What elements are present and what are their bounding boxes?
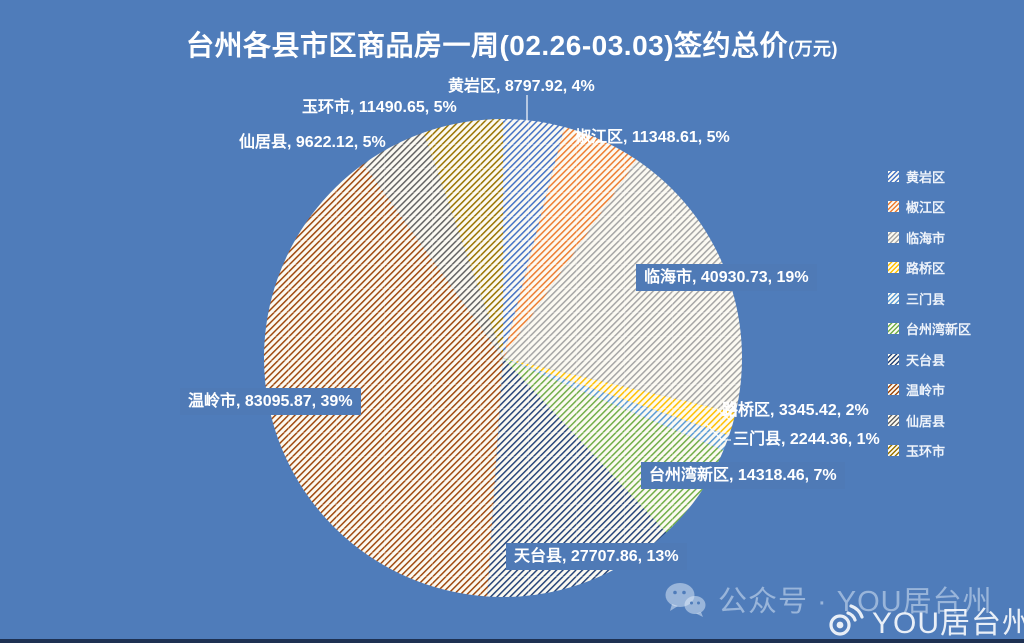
slice-label-linhai: 临海市, 40930.73, 19% (636, 264, 817, 292)
legend-item-yuhuan: 玉环市 (888, 441, 971, 460)
legend-label: 台州湾新区 (906, 322, 972, 338)
watermark-weibo: YOU居台州 (826, 598, 1024, 642)
legend-swatch-icon (888, 262, 899, 274)
legend-swatch-icon (888, 171, 899, 182)
leader-line-luqiao (716, 408, 731, 421)
legend-label: 椒江区 (906, 200, 946, 216)
legend-label: 温岭市 (906, 383, 946, 399)
legend-item-luqiao: 路桥区 (888, 258, 971, 277)
slice-label-huangyan: 黄岩区, 8797.92, 4% (448, 78, 595, 95)
legend-swatch-icon (888, 323, 899, 335)
legend-item-xianju: 仙居县 (888, 411, 971, 430)
watermark-wechat: 公众号 · YOU居台州 (664, 578, 993, 620)
legend-item-sanmen: 三门县 (888, 289, 971, 308)
pie-grid-overlay (264, 119, 742, 597)
watermark-wechat-text: 公众号 · YOU居台州 (718, 586, 993, 618)
legend-item-wenling: 温岭市 (888, 380, 971, 399)
slice-label-taizhouwan: 台州湾新区, 14318.46, 7% (641, 462, 845, 490)
chart-title-unit: (万元) (788, 39, 839, 59)
chart-title: 台州各县市区商品房一周(02.26-03.03)签约总价(万元) (0, 24, 1024, 64)
legend-swatch-icon (888, 231, 899, 243)
slice-label-jiaojiang: 椒江区, 11348.61, 5% (575, 129, 730, 146)
legend-swatch-icon (888, 444, 899, 456)
watermark-weibo-text: YOU居台州 (872, 607, 1024, 640)
wechat-icon (665, 583, 706, 617)
legend-item-linhai: 临海市 (888, 228, 971, 247)
slice-label-luqiao: 路桥区, 3345.42, 2% (722, 402, 869, 419)
legend-swatch-icon (888, 384, 899, 396)
legend-item-jiaojiang: 椒江区 (888, 197, 971, 216)
slice-label-tiantai: 天台县, 27707.86, 13% (506, 543, 687, 571)
legend-label: 三门县 (906, 291, 946, 307)
weibo-icon (829, 604, 864, 636)
legend-label: 仙居县 (906, 413, 946, 429)
legend-label: 临海市 (906, 230, 946, 246)
bottom-border-bar (0, 639, 1024, 643)
chart-title-text: 台州各县市区商品房一周(02.26-03.03)签约总价 (185, 30, 789, 61)
legend-swatch-icon (888, 353, 899, 365)
slice-label-xianju: 仙居县, 9622.12, 5% (239, 134, 386, 151)
legend-label: 天台县 (906, 352, 946, 368)
legend-item-huangyan: 黄岩区 (888, 167, 971, 186)
leader-line-sanmen (704, 422, 731, 441)
legend-label: 玉环市 (906, 443, 946, 459)
slice-label-sanmen: 三门县, 2244.36, 1% (733, 431, 880, 448)
legend-label: 路桥区 (906, 261, 946, 277)
legend-item-tiantai: 天台县 (888, 350, 971, 369)
legend-swatch-icon (888, 201, 899, 213)
legend-item-taizhouwan: 台州湾新区 (888, 319, 971, 338)
slice-label-yuhuan: 玉环市, 11490.65, 5% (302, 99, 457, 116)
chart-legend: 黄岩区 椒江区 临海市 路桥区 三门县 台州湾新区 天台县 温岭市 (888, 167, 971, 460)
legend-swatch-icon (888, 414, 899, 426)
slice-label-wenling: 温岭市, 83095.87, 39% (180, 388, 361, 416)
legend-swatch-icon (888, 292, 899, 304)
legend-label: 黄岩区 (906, 170, 946, 185)
